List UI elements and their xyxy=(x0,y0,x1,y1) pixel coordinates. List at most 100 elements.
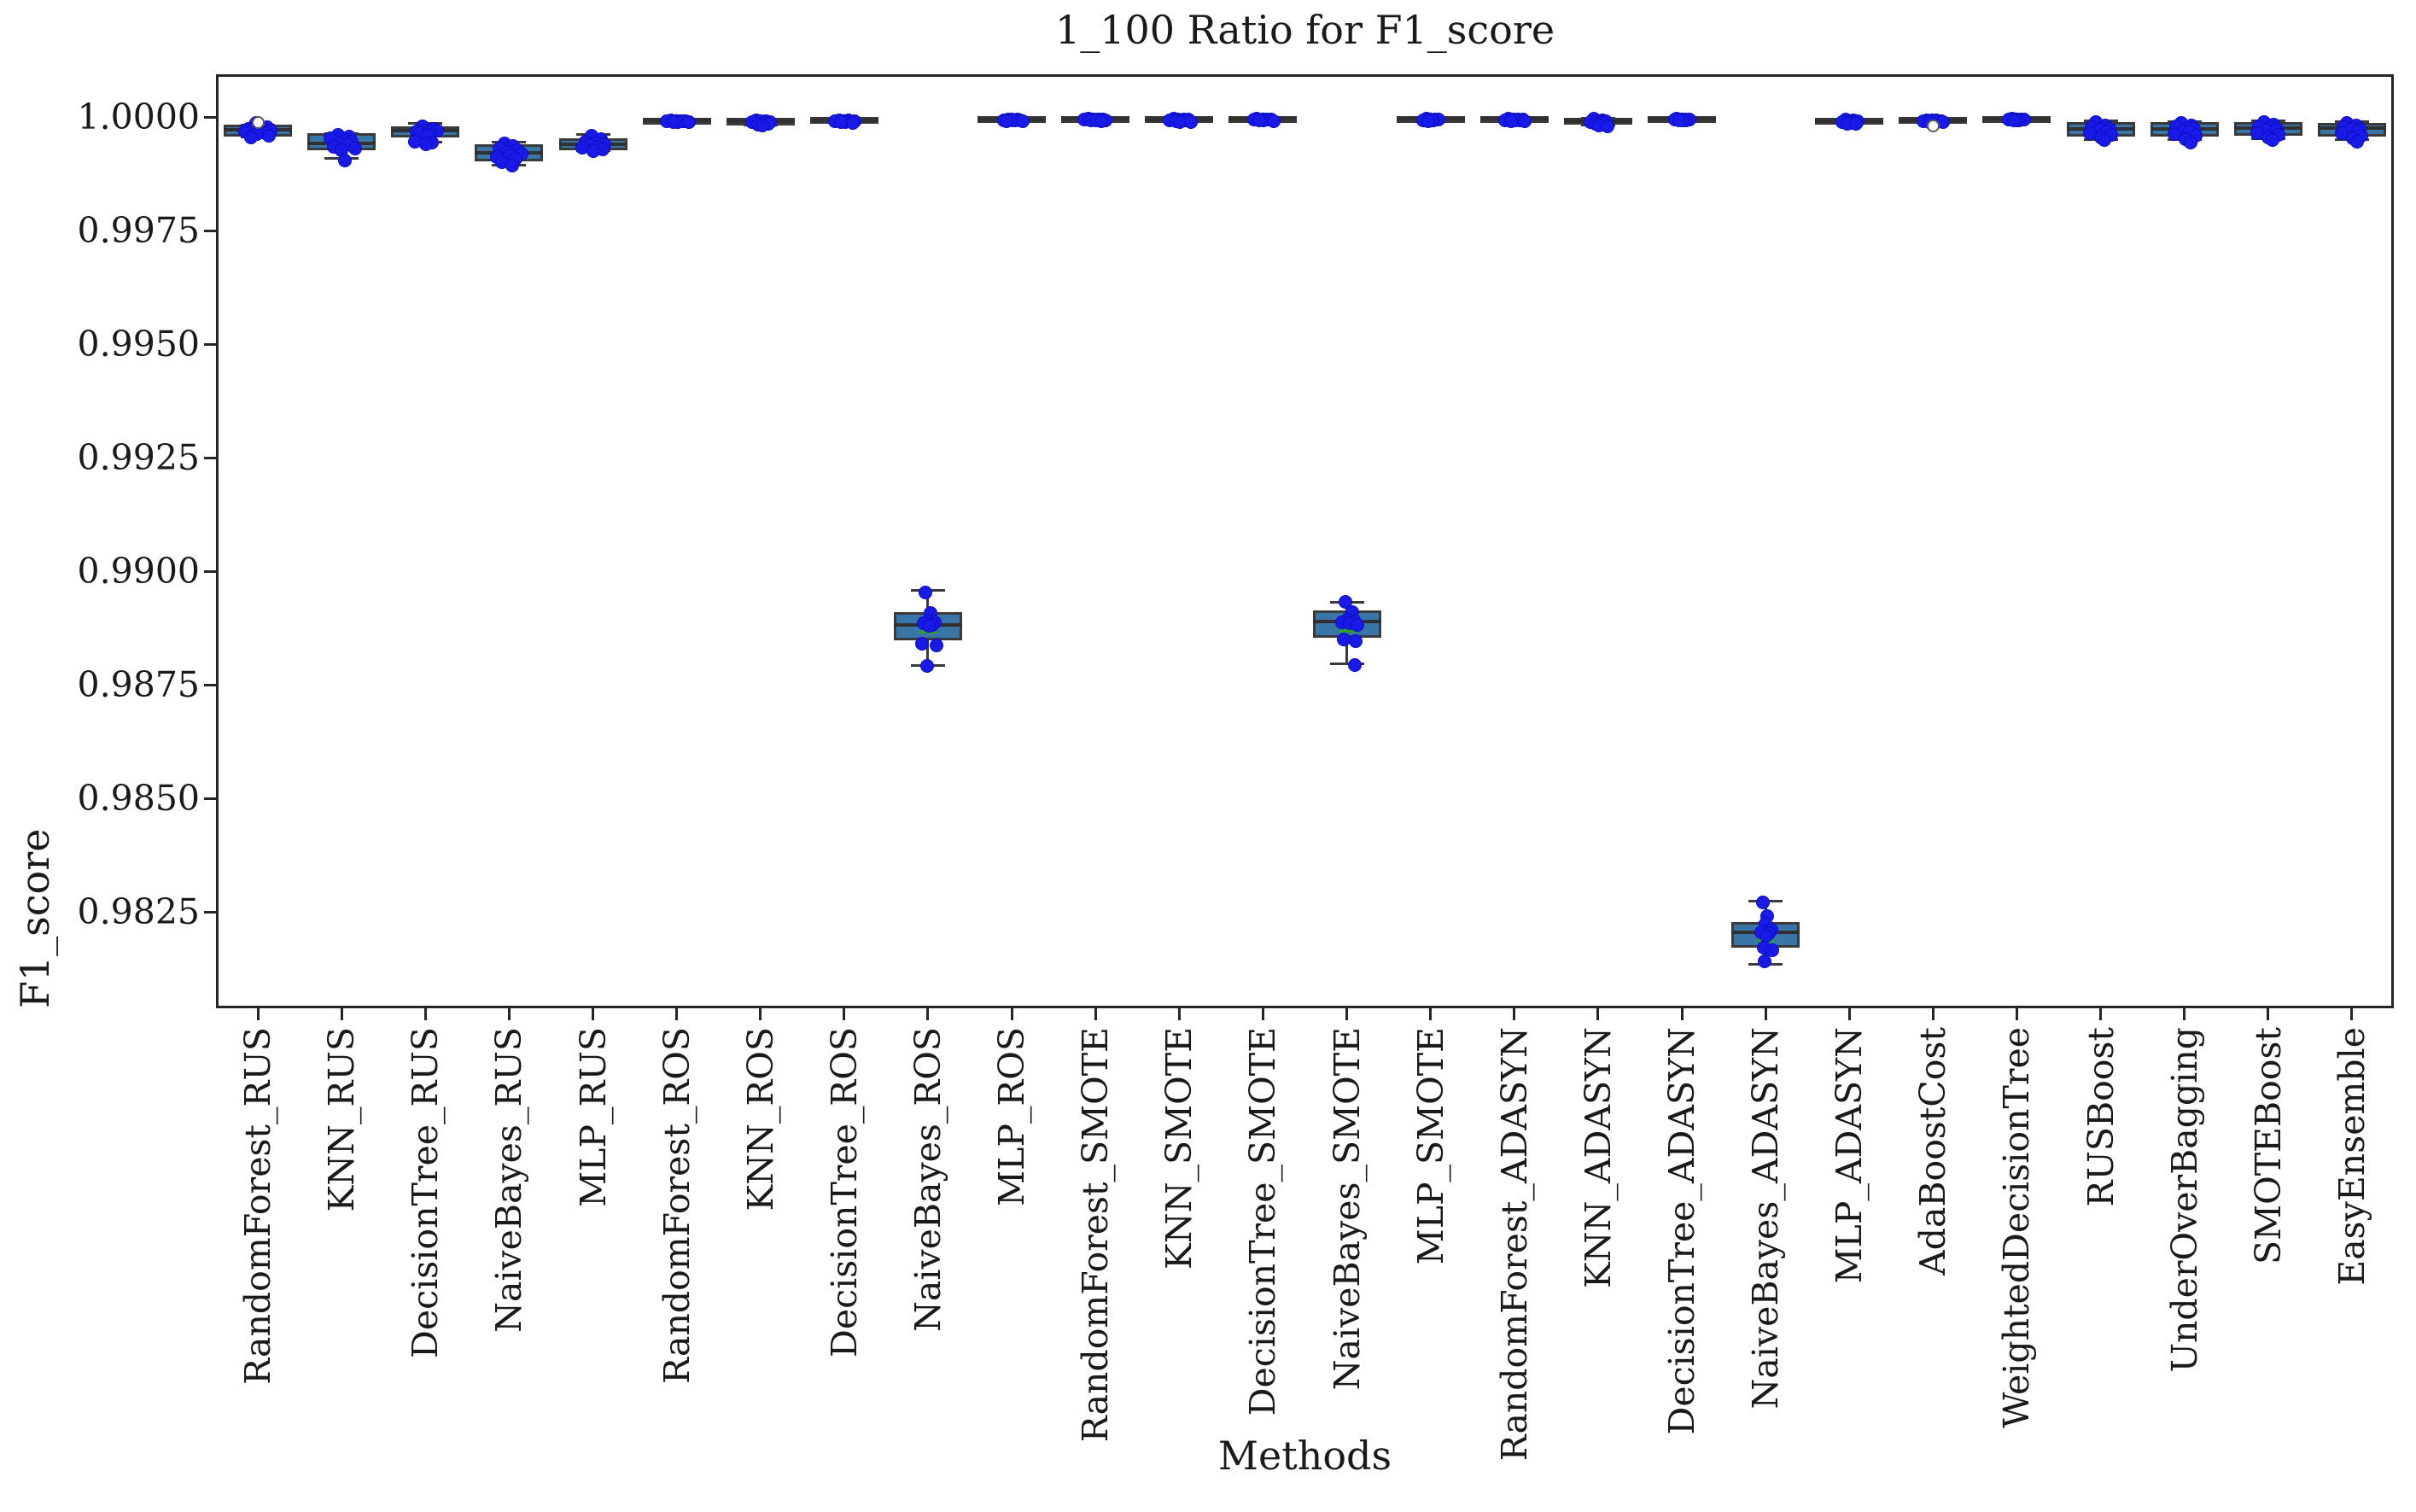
data-point xyxy=(1184,115,1199,130)
data-point xyxy=(505,159,520,173)
data-point xyxy=(918,585,932,599)
x-tick-mark xyxy=(1261,1008,1264,1020)
x-tick-label: KNN_ROS xyxy=(739,1027,781,1211)
data-point xyxy=(1348,633,1363,648)
outlier-point xyxy=(1926,119,1940,132)
x-tick-label: NaiveBayes_ADASYN xyxy=(1745,1027,1787,1410)
data-point xyxy=(1338,594,1352,609)
x-tick-mark xyxy=(675,1008,679,1020)
x-tick-mark xyxy=(2015,1008,2018,1020)
x-tick-label: RandomForest_ROS xyxy=(656,1027,697,1384)
y-tick-label: 0.9900 xyxy=(77,551,200,592)
data-point xyxy=(244,131,259,145)
data-point xyxy=(1758,954,1772,968)
x-tick-mark xyxy=(1010,1008,1013,1020)
y-tick-mark xyxy=(204,229,216,232)
x-tick-mark xyxy=(1764,1008,1767,1020)
x-tick-mark xyxy=(2350,1008,2354,1020)
y-tick-mark xyxy=(204,797,216,800)
data-point xyxy=(338,154,353,167)
data-point xyxy=(1252,114,1267,128)
x-tick-mark xyxy=(340,1008,343,1020)
data-point xyxy=(1503,114,1518,128)
data-point xyxy=(755,119,769,133)
data-point xyxy=(348,141,363,155)
x-tick-label: NaiveBayes_SMOTE xyxy=(1326,1027,1368,1391)
data-point xyxy=(1672,114,1687,128)
data-point xyxy=(1000,114,1014,128)
data-point xyxy=(262,128,277,143)
data-point xyxy=(1016,114,1030,129)
x-tick-label: MLP_RUS xyxy=(572,1027,614,1207)
x-tick-mark xyxy=(1680,1008,1684,1020)
whisker-cap-low xyxy=(1329,662,1364,665)
data-point xyxy=(1765,943,1780,957)
x-tick-label: EasyEnsemble xyxy=(2331,1027,2372,1286)
data-point xyxy=(1350,617,1364,632)
x-tick-mark xyxy=(256,1008,260,1020)
x-tick-mark xyxy=(1345,1008,1349,1020)
x-tick-mark xyxy=(1596,1008,1600,1020)
data-point xyxy=(914,637,929,651)
x-tick-mark xyxy=(592,1008,595,1020)
x-tick-label: KNN_SMOTE xyxy=(1158,1027,1200,1270)
x-tick-mark xyxy=(2183,1008,2186,1020)
y-tick-mark xyxy=(204,456,216,459)
data-point xyxy=(929,639,943,653)
x-tick-label: MLP_SMOTE xyxy=(1409,1027,1451,1265)
x-tick-label: RUSBoost xyxy=(2080,1027,2121,1207)
x-tick-label: RandomForest_SMOTE xyxy=(1075,1027,1117,1443)
x-tick-label: RandomForest_ADASYN xyxy=(1493,1027,1535,1462)
x-tick-label: WeightedDecisionTree xyxy=(1996,1027,2038,1428)
data-point xyxy=(2097,132,2111,147)
data-point xyxy=(1094,114,1109,129)
y-tick-mark xyxy=(204,342,216,346)
x-tick-mark xyxy=(843,1008,846,1020)
x-tick-label: KNN_RUS xyxy=(321,1027,363,1212)
x-tick-label: KNN_ADASYN xyxy=(1577,1027,1619,1288)
x-tick-mark xyxy=(1429,1008,1433,1020)
x-tick-label: DecisionTree_ADASYN xyxy=(1661,1027,1703,1435)
y-tick-label: 0.9825 xyxy=(77,891,200,932)
data-point xyxy=(1756,896,1771,910)
x-tick-label: DecisionTree_RUS xyxy=(405,1027,446,1358)
x-tick-mark xyxy=(1094,1008,1097,1020)
data-point xyxy=(419,137,434,151)
x-tick-label: DecisionTree_SMOTE xyxy=(1242,1027,1284,1416)
data-point xyxy=(2265,133,2279,148)
y-tick-label: 1.0000 xyxy=(77,96,200,137)
y-tick-label: 0.9875 xyxy=(77,664,200,705)
x-tick-label: RandomForest_RUS xyxy=(237,1027,279,1385)
x-tick-mark xyxy=(2267,1008,2270,1020)
data-point xyxy=(921,619,936,633)
y-tick-label: 0.9950 xyxy=(77,324,200,365)
data-point xyxy=(1267,114,1281,128)
x-tick-mark xyxy=(423,1008,427,1020)
data-point xyxy=(845,115,860,130)
data-point xyxy=(1759,928,1774,943)
x-tick-mark xyxy=(1177,1008,1181,1020)
x-tick-mark xyxy=(1513,1008,1516,1020)
x-tick-label: MLP_ROS xyxy=(991,1027,1033,1206)
y-tick-label: 0.9850 xyxy=(77,778,200,819)
y-tick-mark xyxy=(204,569,216,573)
data-point xyxy=(586,143,600,158)
y-tick-label: 0.9925 xyxy=(77,437,200,478)
data-point xyxy=(919,658,934,673)
data-point xyxy=(1421,114,1435,128)
x-tick-mark xyxy=(1847,1008,1851,1020)
x-axis-label: Methods xyxy=(1217,1433,1392,1479)
outlier-point xyxy=(251,116,265,130)
data-point xyxy=(1347,657,1362,672)
y-tick-mark xyxy=(204,910,216,914)
x-tick-label: MLP_ADASYN xyxy=(1829,1027,1870,1284)
y-tick-mark xyxy=(204,683,216,686)
x-tick-label: NaiveBayes_RUS xyxy=(488,1027,530,1333)
plot-area xyxy=(216,74,2394,1008)
data-point xyxy=(2183,135,2197,149)
data-point xyxy=(2349,134,2364,149)
x-tick-mark xyxy=(1931,1008,1935,1020)
data-point xyxy=(666,115,680,130)
data-point xyxy=(681,114,696,129)
